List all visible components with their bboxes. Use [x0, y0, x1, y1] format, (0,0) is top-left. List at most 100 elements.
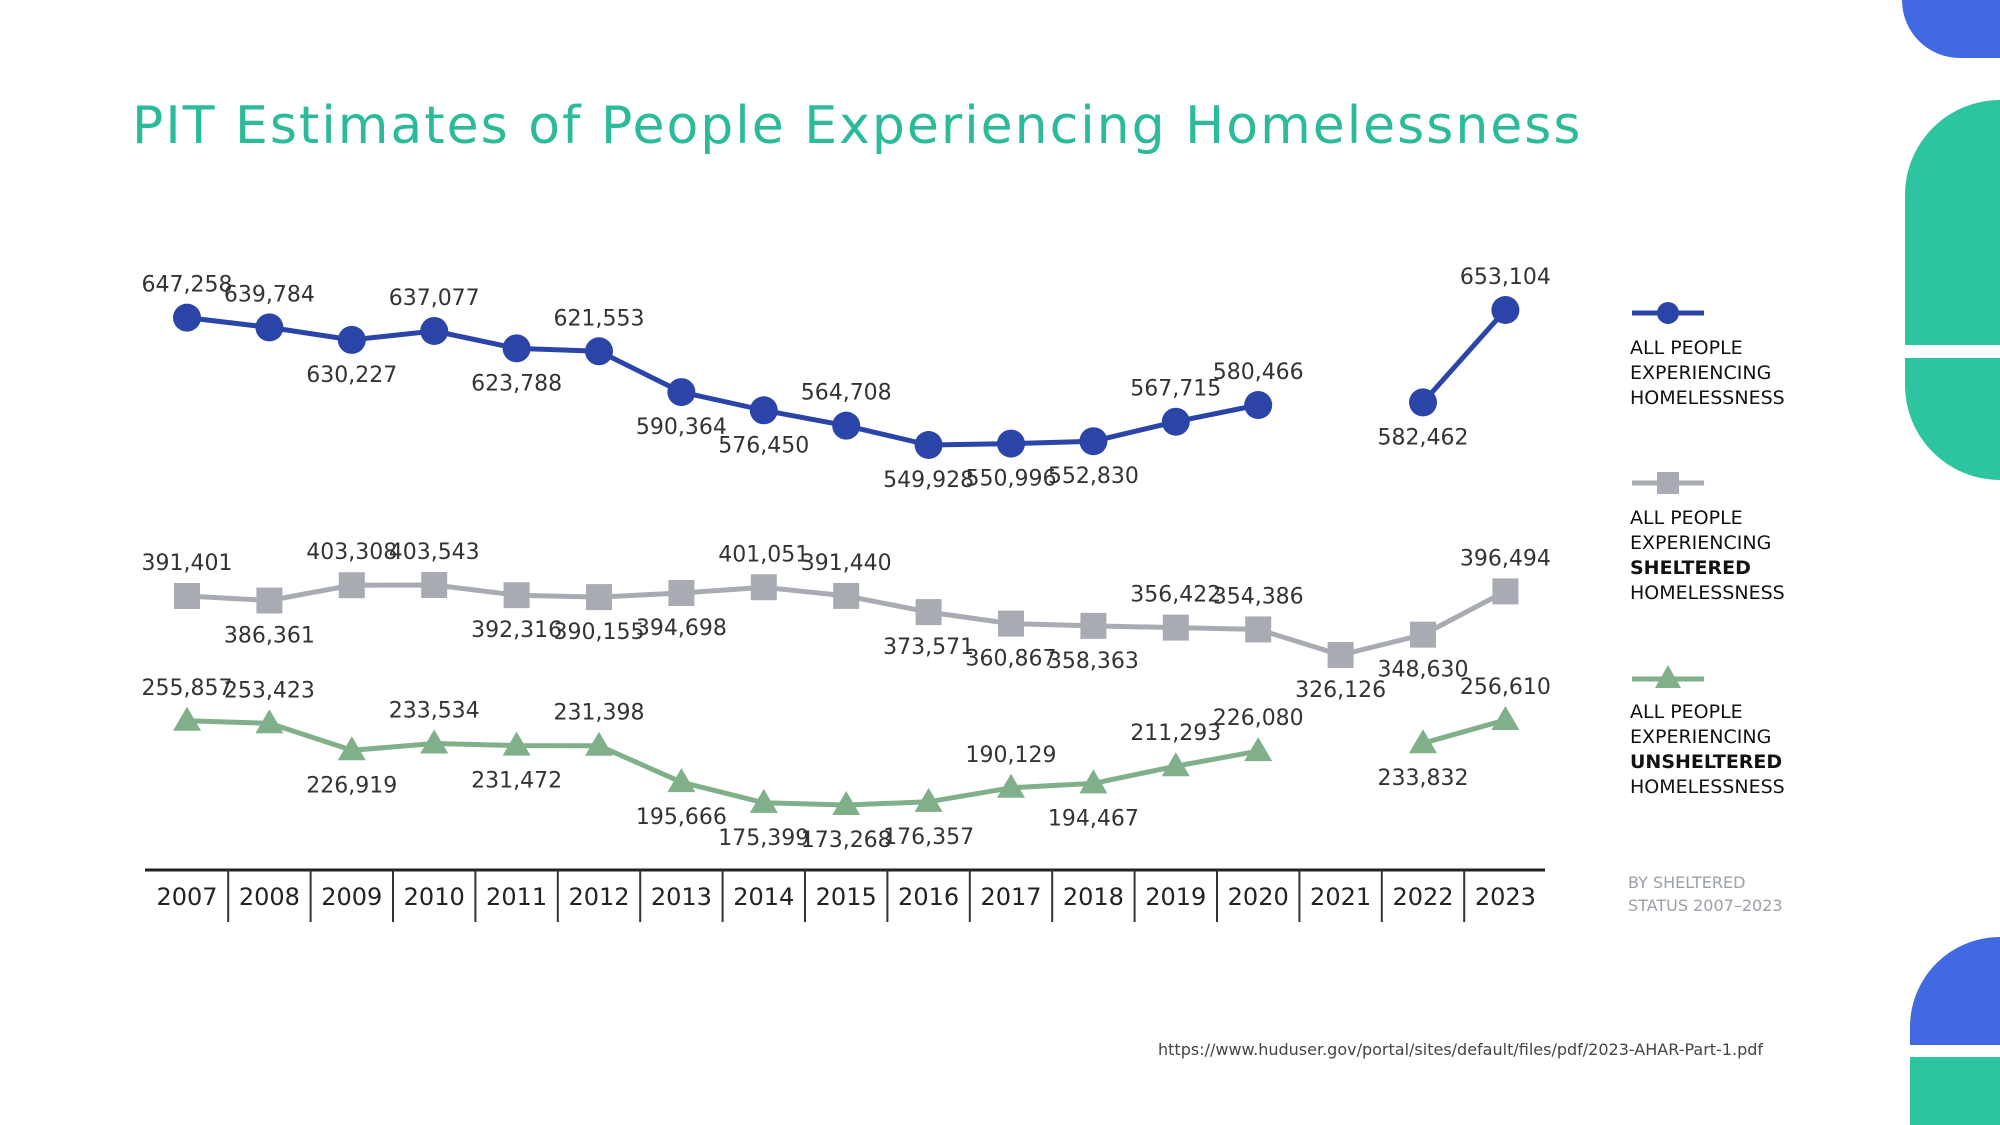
series-0-label-8: 564,708 — [801, 381, 892, 406]
series-0-label-6: 590,364 — [636, 415, 727, 440]
series-1-label-2: 403,308 — [306, 540, 397, 565]
series-2-label-11: 194,467 — [1048, 806, 1139, 831]
series-1-point-3 — [421, 572, 448, 598]
x-tick-label-6: 2013 — [651, 883, 712, 911]
legend-unsheltered-line3: UNSHELTERED — [1630, 751, 1783, 773]
series-0-point-5 — [585, 337, 613, 366]
series-1-label-9: 373,571 — [883, 635, 974, 660]
legend-all-marker — [1632, 302, 1704, 324]
legend-sheltered-line4: HOMELESSNESS — [1630, 582, 1785, 604]
series-2-label-3: 233,534 — [389, 699, 480, 724]
series-2-label-4: 231,472 — [471, 769, 562, 794]
series-0-label-10: 550,996 — [966, 467, 1057, 492]
series-0-point-10 — [997, 429, 1025, 458]
series-0-point-8 — [832, 411, 861, 440]
series-1-point-10 — [998, 610, 1024, 637]
series-2-label-7: 175,399 — [718, 826, 809, 851]
series-1-point-0 — [174, 582, 200, 609]
series-2-point-10 — [997, 773, 1025, 798]
series-2-label-6: 195,666 — [636, 805, 727, 830]
x-tick-label-7: 2014 — [733, 883, 794, 911]
chart-note: BY SHELTERED STATUS 2007–2023 — [1628, 871, 1828, 917]
series-0-point-1 — [255, 313, 284, 342]
legend-sheltered-line1: ALL PEOPLE — [1630, 507, 1743, 529]
series-0-point-7 — [749, 396, 778, 425]
series-1-label-12: 356,422 — [1130, 583, 1221, 608]
series-1-label-15: 348,630 — [1378, 658, 1469, 683]
series-1-label-7: 401,051 — [718, 542, 809, 567]
legend-all-line1: ALL PEOPLE — [1630, 337, 1743, 359]
deco-blue-bottom — [1910, 937, 2000, 1045]
series-0-point-16 — [1491, 296, 1520, 324]
x-tick-label-14: 2021 — [1310, 883, 1371, 911]
series-2-label-13: 226,080 — [1213, 706, 1304, 731]
series-2-point-8 — [832, 791, 861, 815]
series-2-point-0 — [173, 706, 201, 731]
series-0-label-3: 637,077 — [389, 286, 480, 311]
series-0-label-16: 653,104 — [1460, 265, 1551, 290]
series-1-point-8 — [833, 582, 860, 609]
series-2-label-12: 211,293 — [1130, 721, 1221, 746]
x-tick-label-13: 2020 — [1228, 883, 1289, 911]
series-0-label-2: 630,227 — [306, 363, 397, 388]
series-1-point-16 — [1492, 578, 1519, 605]
series-0-label-7: 576,450 — [718, 433, 809, 458]
series-2-label-16: 256,610 — [1460, 675, 1551, 700]
series-1-point-4 — [503, 582, 530, 609]
legend-sheltered-line3: SHELTERED — [1630, 557, 1751, 579]
deco-green-large — [1905, 100, 2000, 345]
legend-all-line3: HOMELESSNESS — [1630, 387, 1785, 409]
series-1-point-15 — [1410, 621, 1436, 648]
series-0-label-0: 647,258 — [142, 273, 233, 298]
x-tick-label-12: 2019 — [1145, 883, 1206, 911]
x-tick-label-4: 2011 — [486, 883, 547, 911]
series-1-label-0: 391,401 — [142, 551, 233, 576]
series-2-point-5 — [585, 731, 613, 756]
legend-unsheltered-line4: HOMELESSNESS — [1630, 776, 1785, 798]
series-1-point-7 — [750, 574, 777, 601]
series-1-point-14 — [1327, 642, 1354, 668]
series-0-point-11 — [1079, 427, 1108, 456]
legend-sheltered-line2: EXPERIENCING — [1630, 532, 1772, 554]
series-1-label-8: 391,440 — [801, 551, 892, 576]
series-2-label-9: 176,357 — [883, 825, 974, 850]
series-2-label-5: 231,398 — [554, 701, 645, 726]
series-0-point-9 — [914, 431, 943, 459]
series-1-point-9 — [915, 599, 942, 626]
deco-green-mid — [1905, 358, 2000, 480]
series-0-point-0 — [173, 303, 201, 332]
series-2-line — [1422, 717, 1507, 746]
series-0-label-9: 549,928 — [883, 468, 974, 493]
legend-unsheltered: ALL PEOPLE EXPERIENCING UNSHELTERED HOME… — [1630, 664, 1870, 800]
series-2-point-1 — [255, 709, 284, 734]
series-1-label-5: 390,155 — [554, 620, 645, 645]
decorative-shapes — [1902, 0, 2000, 1125]
series-1-label-16: 396,494 — [1460, 546, 1551, 571]
series-2-point-7 — [749, 788, 778, 813]
x-tick-label-0: 2007 — [156, 883, 217, 911]
deco-blue-top — [1902, 0, 2000, 58]
series-2-label-8: 173,268 — [801, 828, 892, 853]
series-2-line — [186, 718, 1259, 808]
series-1-point-11 — [1080, 612, 1107, 639]
series-0-label-1: 639,784 — [224, 282, 315, 307]
series-0-point-4 — [502, 334, 531, 363]
series-0-label-15: 582,462 — [1378, 425, 1469, 450]
x-tick-label-16: 2023 — [1475, 883, 1536, 911]
series-1-point-5 — [586, 584, 612, 611]
x-tick-label-3: 2010 — [404, 883, 465, 911]
series-0-label-12: 567,715 — [1130, 377, 1221, 402]
x-tick-label-11: 2018 — [1063, 883, 1124, 911]
series-2-label-15: 233,832 — [1378, 766, 1469, 791]
series-0-point-12 — [1161, 407, 1190, 436]
deco-green-bottom — [1910, 1057, 2000, 1125]
series-1-label-1: 386,361 — [224, 624, 315, 649]
series-2-point-15 — [1409, 729, 1437, 754]
series-2-point-4 — [502, 731, 531, 756]
series-1-label-13: 354,386 — [1213, 584, 1304, 609]
series-0-line — [1421, 308, 1508, 405]
x-tick-label-2: 2009 — [321, 883, 382, 911]
series-2-point-9 — [914, 787, 943, 812]
chart-note-line2: STATUS 2007–2023 — [1628, 896, 1783, 915]
